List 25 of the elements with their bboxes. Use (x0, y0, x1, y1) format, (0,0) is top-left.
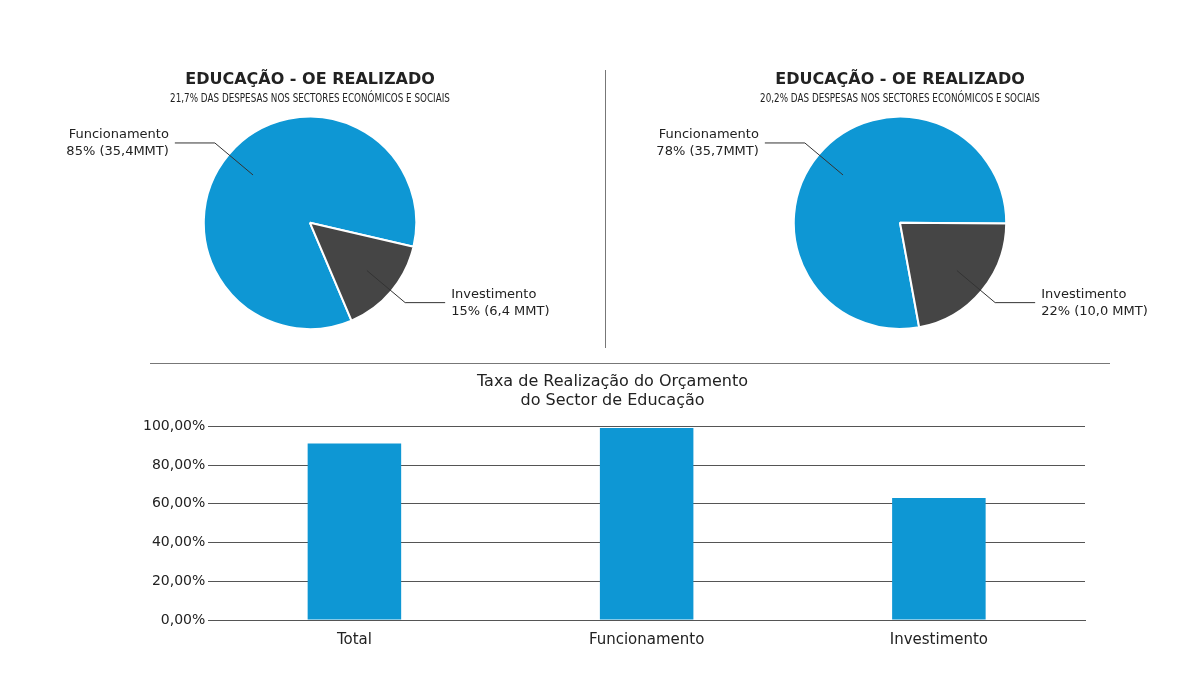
data-label: 85% (35,4MMT) (66, 142, 169, 158)
chart-subtitle: 20,2% DAS DESPESAS NOS SECTORES ECONÓMICOS E SOCIAIS (760, 90, 1041, 104)
y-tick-label: 40,00% (151, 533, 206, 550)
chart-title: EDUCAÇÃO - OE REALIZADO (775, 68, 1025, 88)
chart-title: Taxa de Realização do Orçamento do Sector de Educação (475, 370, 749, 409)
x-tick-label: Total (335, 629, 372, 648)
bar (892, 498, 986, 620)
slice-label: Funcionamento (658, 125, 759, 141)
x-tick-label: Funcionamento (588, 629, 705, 648)
y-tick-label: 100,00% (142, 417, 206, 434)
bar (599, 427, 694, 620)
y-tick-label: 60,00% (151, 494, 206, 511)
y-tick-label: 80,00% (151, 455, 206, 472)
chart-title: EDUCAÇÃO - OE REALIZADO (185, 68, 435, 88)
slice-label: Funcionamento (68, 125, 169, 141)
data-label: 22% (10,0 MMT) (1041, 302, 1148, 318)
slice-label: Investimento (451, 285, 537, 301)
data-label: 78% (35,7MMT) (656, 142, 759, 158)
data-label: 15% (6,4 MMT) (451, 302, 550, 318)
bar (307, 443, 402, 620)
y-tick-label: 0,00% (160, 610, 206, 627)
x-tick-label: Investimento (889, 629, 989, 648)
chart-subtitle: 21,7% DAS DESPESAS NOS SECTORES ECONÓMICOS E SOCIAIS (170, 90, 451, 104)
slice-label: Investimento (1041, 285, 1127, 301)
y-tick-label: 20,00% (151, 571, 206, 588)
